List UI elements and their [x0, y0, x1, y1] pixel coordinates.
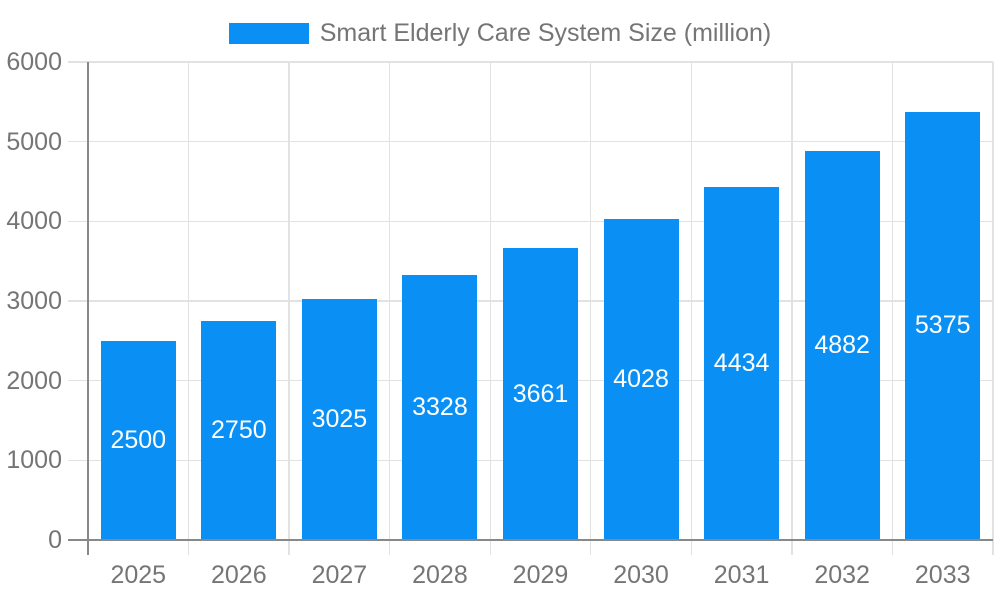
y-tick-label: 4000 — [6, 207, 62, 236]
x-tick-label-2029: 2029 — [512, 561, 569, 589]
bar-value-label: 3025 — [311, 405, 368, 433]
bar-2030: 4028 — [603, 219, 679, 540]
bar-2027: 3025 — [301, 299, 377, 540]
x-gridline — [590, 62, 592, 555]
bar-value-label: 3661 — [512, 379, 569, 408]
bar-2033: 5375 — [905, 111, 981, 540]
x-gridline — [489, 62, 491, 555]
y-tick-label: 0 — [48, 526, 62, 554]
y-tick-label: 3000 — [6, 287, 62, 315]
y-tick-label: 6000 — [6, 48, 62, 76]
bar-2032: 4882 — [804, 151, 880, 540]
y-gridline — [68, 220, 993, 223]
bar-value-label: 4882 — [814, 331, 870, 360]
y-gridline — [68, 61, 993, 63]
x-tick-label-2031: 2031 — [713, 561, 770, 589]
x-tick-label-2033: 2033 — [914, 561, 971, 589]
bar-value-label: 2500 — [110, 425, 167, 454]
y-axis-line — [87, 62, 89, 555]
x-axis-line — [68, 539, 993, 541]
y-gridline — [68, 140, 993, 143]
bar-2026: 2750 — [201, 320, 277, 540]
x-gridline — [288, 62, 290, 555]
x-gridline — [791, 62, 793, 555]
y-tick-label: 5000 — [6, 127, 62, 156]
x-tick-label-2032: 2032 — [814, 561, 870, 589]
bar-2028: 3328 — [402, 274, 478, 540]
bar-2031: 4434 — [704, 186, 780, 540]
x-gridline — [388, 62, 391, 555]
y-tick-label: 2000 — [6, 366, 62, 395]
legend: Smart Elderly Care System Size (million) — [0, 18, 1000, 48]
x-tick-label-2025: 2025 — [110, 561, 167, 589]
x-gridline — [690, 62, 693, 555]
x-tick-label-2027: 2027 — [311, 561, 368, 589]
bar-value-label: 2750 — [211, 415, 267, 444]
bar-value-label: 5375 — [914, 311, 971, 340]
plot-area: 0 1000 2000 3000 4000 5000 6000 2500 2025 2750 202… — [6, 48, 994, 589]
x-gridline — [187, 62, 190, 555]
bar-value-label: 4434 — [713, 348, 770, 377]
bar-value-label: 4028 — [613, 365, 669, 394]
legend-label: Smart Elderly Care System Size (million) — [319, 19, 772, 47]
bar-2029: 3661 — [503, 248, 578, 540]
x-tick-label-2030: 2030 — [613, 561, 669, 589]
bar-2025: 2500 — [100, 340, 176, 540]
x-gridline — [891, 62, 894, 555]
x-tick-label-2028: 2028 — [412, 561, 468, 589]
bar-value-label: 3328 — [412, 392, 468, 421]
legend-swatch — [228, 22, 309, 44]
x-gridline — [992, 62, 994, 555]
y-tick-label: 1000 — [6, 446, 62, 475]
x-tick-label-2026: 2026 — [211, 561, 267, 589]
